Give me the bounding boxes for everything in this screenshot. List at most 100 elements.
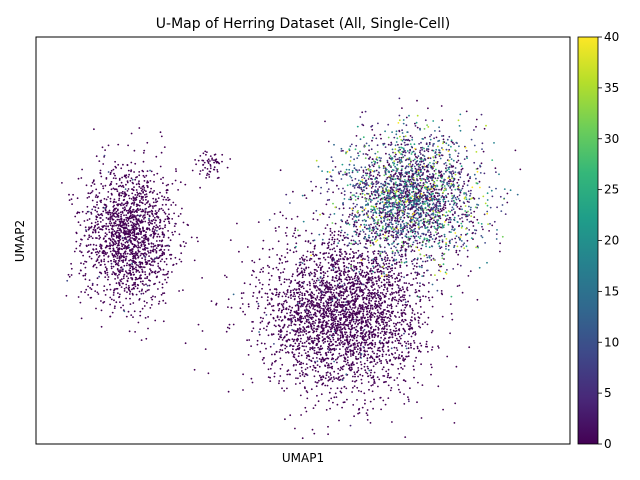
- scatter-point: [376, 315, 379, 317]
- scatter-point: [423, 284, 426, 287]
- scatter-point: [348, 223, 351, 226]
- scatter-point: [159, 191, 161, 194]
- scatter-point: [382, 375, 385, 377]
- scatter-point: [327, 299, 330, 301]
- scatter-point: [353, 335, 356, 338]
- scatter-point: [301, 262, 304, 264]
- scatter-point: [242, 292, 245, 294]
- scatter-point: [353, 385, 356, 387]
- scatter-point: [96, 258, 99, 261]
- scatter-point: [323, 256, 325, 259]
- scatter-point: [152, 207, 154, 209]
- scatter-point: [286, 373, 289, 376]
- scatter-point: [123, 218, 126, 221]
- scatter-point: [119, 271, 121, 274]
- scatter-point: [355, 265, 358, 268]
- scatter-point: [383, 309, 385, 311]
- scatter-point: [127, 230, 129, 233]
- scatter-point: [320, 290, 323, 292]
- scatter-point: [140, 277, 142, 280]
- scatter-point: [386, 306, 389, 309]
- scatter-point: [356, 344, 359, 347]
- scatter-point: [367, 321, 369, 323]
- scatter-point: [167, 270, 170, 273]
- scatter-point: [151, 220, 154, 223]
- scatter-point: [152, 201, 155, 204]
- scatter-point: [149, 169, 152, 172]
- scatter-point: [327, 290, 330, 293]
- scatter-point: [413, 342, 416, 344]
- scatter-point: [310, 232, 313, 235]
- scatter-point: [299, 272, 302, 275]
- scatter-point: [265, 329, 268, 331]
- scatter-point: [401, 368, 404, 370]
- scatter-point: [325, 308, 328, 311]
- scatter-point: [322, 317, 325, 320]
- scatter-point: [121, 190, 124, 193]
- scatter-point: [329, 351, 332, 354]
- scatter-point: [156, 200, 159, 203]
- scatter-point: [328, 295, 331, 298]
- scatter-point: [109, 242, 111, 245]
- scatter-point: [318, 365, 321, 368]
- scatter-point: [366, 310, 368, 313]
- scatter-point: [350, 355, 352, 357]
- scatter-point: [374, 266, 377, 268]
- scatter-point: [344, 304, 346, 307]
- scatter-point: [303, 330, 306, 333]
- scatter-point: [329, 234, 332, 236]
- scatter-point: [322, 329, 325, 332]
- scatter-point: [316, 295, 319, 297]
- scatter-point: [117, 262, 120, 264]
- scatter-point: [121, 245, 124, 248]
- scatter-point: [391, 299, 393, 302]
- scatter-point: [128, 330, 131, 333]
- scatter-point: [259, 282, 261, 284]
- scatter-point: [456, 245, 459, 248]
- scatter-point: [420, 344, 423, 347]
- scatter-point: [288, 339, 291, 341]
- scatter-point: [384, 300, 386, 303]
- scatter-point: [268, 256, 271, 258]
- scatter-point: [386, 268, 389, 271]
- scatter-point: [131, 188, 134, 191]
- scatter-point: [353, 265, 355, 267]
- scatter-point: [162, 198, 165, 201]
- scatter-point: [99, 228, 101, 231]
- scatter-point: [115, 287, 118, 290]
- scatter-point: [358, 277, 360, 279]
- scatter-point: [343, 265, 345, 268]
- scatter-point: [103, 254, 105, 257]
- scatter-point: [152, 218, 155, 221]
- scatter-point: [98, 261, 100, 264]
- scatter-point: [359, 373, 362, 376]
- scatter-point: [296, 270, 299, 273]
- scatter-point: [361, 304, 364, 307]
- scatter-point: [129, 209, 132, 212]
- scatter-point: [122, 226, 125, 229]
- scatter-point: [345, 353, 348, 356]
- scatter-point: [149, 268, 151, 270]
- scatter-point: [368, 342, 371, 345]
- scatter-point: [114, 233, 116, 235]
- scatter-point: [381, 368, 384, 371]
- scatter-point: [328, 312, 331, 315]
- scatter-point: [315, 337, 318, 340]
- scatter-point: [124, 230, 127, 233]
- scatter-point: [140, 210, 143, 213]
- scatter-point: [132, 234, 134, 237]
- scatter-point: [418, 317, 421, 319]
- scatter-point: [296, 301, 299, 303]
- scatter-point: [327, 256, 329, 258]
- scatter-point: [372, 251, 374, 253]
- scatter-point: [401, 295, 404, 298]
- scatter-point: [323, 291, 325, 294]
- scatter-point: [317, 351, 320, 354]
- scatter-point: [155, 219, 157, 222]
- scatter-point: [122, 304, 124, 307]
- scatter-point: [152, 191, 154, 194]
- scatter-point: [299, 284, 301, 287]
- scatter-point: [121, 221, 123, 224]
- scatter-point: [113, 198, 116, 201]
- scatter-point: [127, 310, 130, 313]
